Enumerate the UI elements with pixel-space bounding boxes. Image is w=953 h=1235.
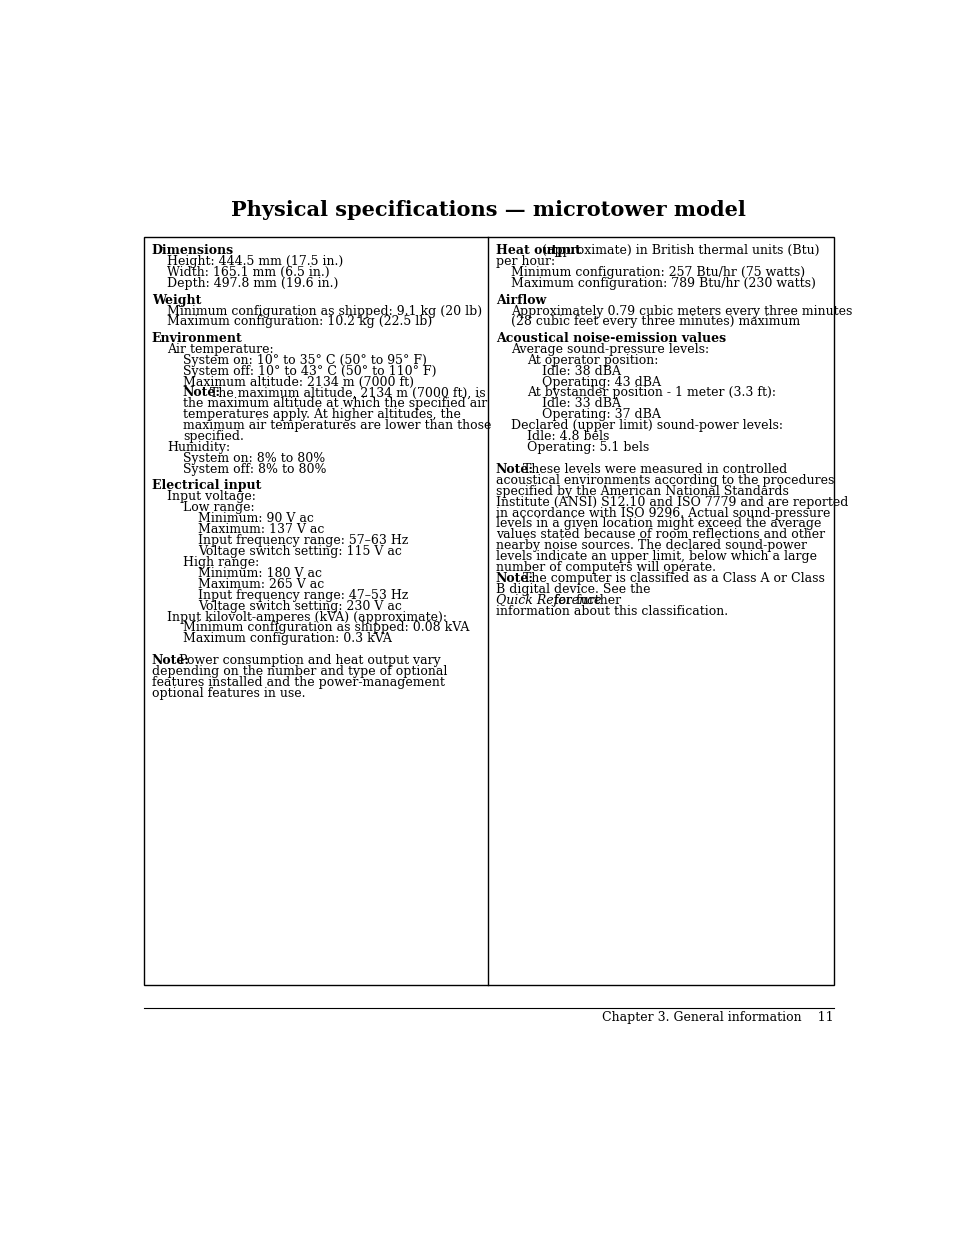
Text: specified.: specified.	[183, 430, 243, 443]
Text: Declared (upper limit) sound-power levels:: Declared (upper limit) sound-power level…	[511, 419, 782, 432]
Text: Maximum: 265 V ac: Maximum: 265 V ac	[198, 578, 324, 590]
Text: number of computers will operate.: number of computers will operate.	[496, 561, 715, 574]
Text: Acoustical noise-emission values: Acoustical noise-emission values	[496, 332, 725, 345]
Text: Minimum: 180 V ac: Minimum: 180 V ac	[198, 567, 322, 579]
Text: Voltage switch setting: 115 V ac: Voltage switch setting: 115 V ac	[198, 545, 402, 558]
Text: Width: 165.1 mm (6.5 in.): Width: 165.1 mm (6.5 in.)	[167, 267, 330, 279]
Text: optional features in use.: optional features in use.	[152, 687, 305, 700]
Text: The maximum altitude, 2134 m (7000 ft), is: The maximum altitude, 2134 m (7000 ft), …	[202, 387, 485, 399]
Text: Note:: Note:	[183, 387, 220, 399]
Text: At operator position:: At operator position:	[526, 353, 658, 367]
Text: information about this classification.: information about this classification.	[496, 605, 727, 618]
Text: Chapter 3. General information    11: Chapter 3. General information 11	[601, 1011, 833, 1024]
Text: Electrical input: Electrical input	[152, 479, 261, 493]
Text: Depth: 497.8 mm (19.6 in.): Depth: 497.8 mm (19.6 in.)	[167, 277, 338, 290]
Text: Voltage switch setting: 230 V ac: Voltage switch setting: 230 V ac	[198, 599, 402, 613]
Text: Maximum configuration: 0.3 kVA: Maximum configuration: 0.3 kVA	[183, 632, 392, 646]
Text: Environment: Environment	[152, 332, 242, 345]
Text: (28 cubic feet every three minutes) maximum: (28 cubic feet every three minutes) maxi…	[511, 315, 800, 329]
Text: System on: 10° to 35° C (50° to 95° F): System on: 10° to 35° C (50° to 95° F)	[183, 353, 426, 367]
Text: Institute (ANSI) S12.10 and ISO 7779 and are reported: Institute (ANSI) S12.10 and ISO 7779 and…	[496, 495, 847, 509]
Text: Idle: 38 dBA: Idle: 38 dBA	[542, 364, 620, 378]
Text: Humidity:: Humidity:	[167, 441, 231, 454]
Text: per hour:: per hour:	[496, 256, 555, 268]
Text: Minimum configuration as shipped: 0.08 kVA: Minimum configuration as shipped: 0.08 k…	[183, 621, 469, 635]
Text: Airflow: Airflow	[496, 294, 545, 306]
Text: The computer is classified as a Class A or Class: The computer is classified as a Class A …	[515, 572, 824, 585]
Text: maximum air temperatures are lower than those: maximum air temperatures are lower than …	[183, 419, 491, 432]
Text: Operating: 43 dBA: Operating: 43 dBA	[542, 375, 660, 389]
Bar	[144, 237, 833, 986]
Text: Heat output: Heat output	[496, 245, 580, 257]
Text: temperatures apply. At higher altitudes, the: temperatures apply. At higher altitudes,…	[183, 409, 460, 421]
Text: Maximum: 137 V ac: Maximum: 137 V ac	[198, 524, 324, 536]
Text: the maximum altitude at which the specified air: the maximum altitude at which the specif…	[183, 398, 487, 410]
Text: specified by the American National Standards: specified by the American National Stand…	[496, 484, 788, 498]
Text: Idle: 4.8 bels: Idle: 4.8 bels	[526, 430, 609, 443]
Text: depending on the number and type of optional: depending on the number and type of opti…	[152, 664, 447, 678]
Text: Input kilovolt-amperes (kVA) (approximate):: Input kilovolt-amperes (kVA) (approximat…	[167, 610, 447, 624]
Text: Air temperature:: Air temperature:	[167, 342, 274, 356]
Text: System on: 8% to 80%: System on: 8% to 80%	[183, 452, 325, 466]
Text: Operating: 37 dBA: Operating: 37 dBA	[542, 409, 660, 421]
Text: Power consumption and heat output vary: Power consumption and heat output vary	[171, 655, 440, 667]
Text: Input voltage:: Input voltage:	[167, 490, 256, 503]
Text: nearby noise sources. The declared sound-power: nearby noise sources. The declared sound…	[496, 540, 806, 552]
Text: Note:: Note:	[152, 655, 190, 667]
Text: System off: 8% to 80%: System off: 8% to 80%	[183, 463, 326, 475]
Text: Note:: Note:	[496, 572, 534, 585]
Text: Input frequency range: 57–63 Hz: Input frequency range: 57–63 Hz	[198, 534, 408, 547]
Text: levels indicate an upper limit, below which a large: levels indicate an upper limit, below wh…	[496, 551, 816, 563]
Text: Maximum altitude: 2134 m (7000 ft): Maximum altitude: 2134 m (7000 ft)	[183, 375, 414, 389]
Text: These levels were measured in controlled: These levels were measured in controlled	[515, 463, 786, 475]
Text: Minimum configuration: 257 Btu/hr (75 watts): Minimum configuration: 257 Btu/hr (75 wa…	[511, 267, 804, 279]
Text: Minimum configuration as shipped: 9.1 kg (20 lb): Minimum configuration as shipped: 9.1 kg…	[167, 305, 482, 317]
Text: Physical specifications — microtower model: Physical specifications — microtower mod…	[232, 200, 745, 220]
Text: (approximate) in British thermal units (Btu): (approximate) in British thermal units (…	[537, 245, 819, 257]
Text: Maximum configuration: 789 Btu/hr (230 watts): Maximum configuration: 789 Btu/hr (230 w…	[511, 277, 816, 290]
Text: for further: for further	[550, 594, 620, 608]
Text: Approximately 0.79 cubic meters every three minutes: Approximately 0.79 cubic meters every th…	[511, 305, 852, 317]
Text: Height: 444.5 mm (17.5 in.): Height: 444.5 mm (17.5 in.)	[167, 256, 343, 268]
Text: levels in a given location might exceed the average: levels in a given location might exceed …	[496, 517, 821, 531]
Text: At bystander position - 1 meter (3.3 ft):: At bystander position - 1 meter (3.3 ft)…	[526, 387, 775, 399]
Text: Maximum configuration: 10.2 kg (22.5 lb): Maximum configuration: 10.2 kg (22.5 lb)	[167, 315, 432, 329]
Text: B digital device. See the: B digital device. See the	[496, 583, 654, 597]
Text: Low range:: Low range:	[183, 501, 254, 514]
Text: Average sound-pressure levels:: Average sound-pressure levels:	[511, 342, 709, 356]
Text: Dimensions: Dimensions	[152, 245, 233, 257]
Text: acoustical environments according to the procedures: acoustical environments according to the…	[496, 474, 834, 487]
Text: features installed and the power-management: features installed and the power-managem…	[152, 676, 444, 689]
Text: in accordance with ISO 9296. Actual sound-pressure: in accordance with ISO 9296. Actual soun…	[496, 506, 829, 520]
Text: Note:: Note:	[496, 463, 534, 475]
Text: Quick Reference: Quick Reference	[496, 594, 600, 608]
Text: Input frequency range: 47–53 Hz: Input frequency range: 47–53 Hz	[198, 589, 408, 601]
Text: Idle: 33 dBA: Idle: 33 dBA	[542, 398, 620, 410]
Text: Weight: Weight	[152, 294, 201, 306]
Text: Operating: 5.1 bels: Operating: 5.1 bels	[526, 441, 648, 454]
Text: Minimum: 90 V ac: Minimum: 90 V ac	[198, 513, 314, 525]
Text: High range:: High range:	[183, 556, 259, 569]
Text: values stated because of room reflections and other: values stated because of room reflection…	[496, 529, 824, 541]
Text: System off: 10° to 43° C (50° to 110° F): System off: 10° to 43° C (50° to 110° F)	[183, 364, 436, 378]
